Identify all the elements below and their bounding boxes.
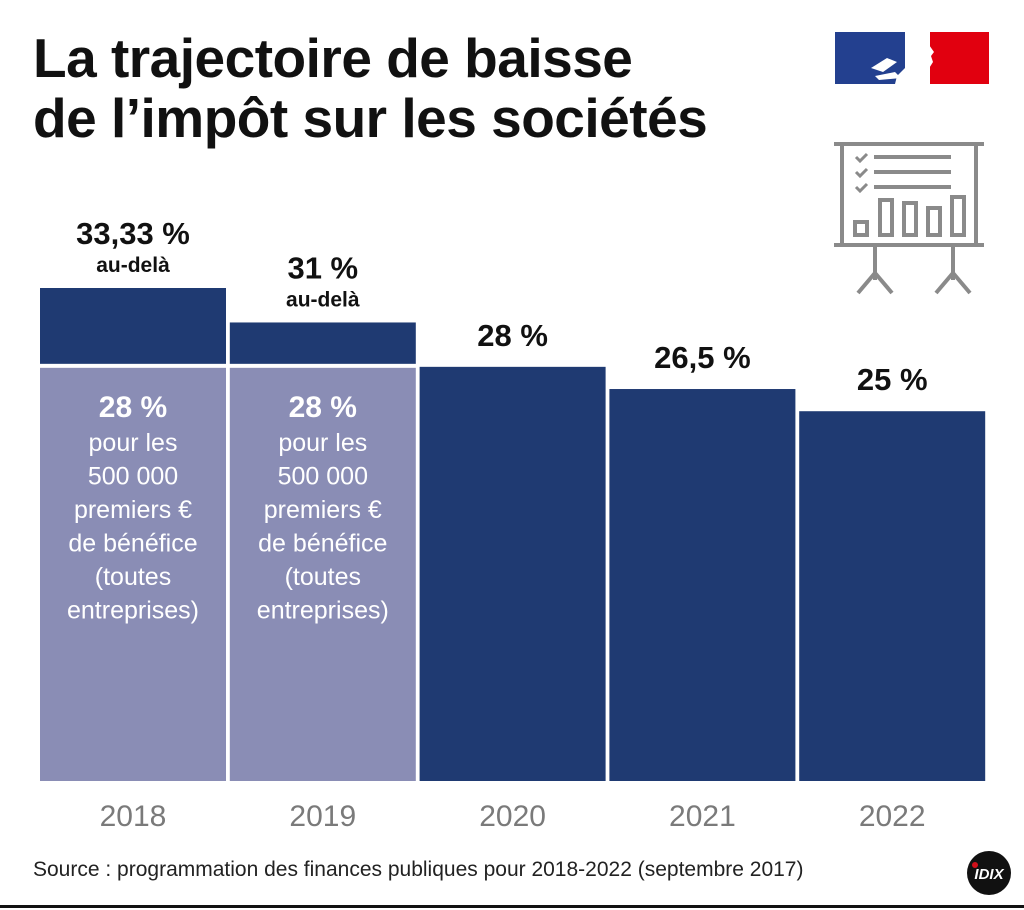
bar-upper-rate: [40, 288, 226, 364]
reduced-rate-note: (toutes: [285, 563, 361, 591]
rate-label: 33,33 %: [76, 216, 190, 251]
reduced-rate-note: (toutes: [95, 563, 171, 591]
reduced-rate-note: entreprises): [257, 596, 389, 624]
source-note: Source : programmation des finances publ…: [33, 858, 804, 881]
bar-rate: [799, 411, 986, 781]
bar-rate: [609, 389, 796, 781]
reduced-rate-note: premiers €: [264, 496, 382, 524]
rate-note: au-delà: [96, 254, 170, 277]
rate-label: 25 %: [857, 362, 928, 397]
year-tick-label: 2018: [100, 800, 167, 833]
year-tick-label: 2019: [289, 800, 356, 833]
reduced-rate-note: entreprises): [67, 596, 199, 624]
reduced-rate-note: 500 000: [278, 462, 368, 490]
reduced-rate-note: premiers €: [74, 496, 192, 524]
svg-text:IDIX: IDIX: [974, 866, 1004, 883]
year-tick-label: 2020: [479, 800, 546, 833]
idix-logo: IDIX: [967, 851, 1011, 895]
bar-reduced-rate: [40, 367, 226, 781]
reduced-rate-note: pour les: [89, 429, 178, 457]
title-line-1: La trajectoire de baisse: [33, 27, 633, 89]
reduced-rate-note: pour les: [278, 429, 367, 457]
reduced-rate-note: de bénéfice: [68, 529, 197, 557]
reduced-rate-label: 28 %: [289, 391, 357, 424]
presentation-board-icon: [834, 142, 984, 295]
rate-note: au-delà: [286, 288, 360, 311]
rate-label: 31 %: [287, 250, 358, 285]
bar-reduced-rate: [229, 367, 416, 781]
bar-chart: 33,33 % au-delà 28 % pour les 500 000 premier…: [40, 216, 986, 833]
reduced-rate-label: 28 %: [99, 391, 167, 424]
chart-title: La trajectoire de baisse de l’impôt sur …: [33, 27, 708, 149]
bar-upper-rate: [229, 322, 416, 364]
bar-rate: [419, 366, 606, 781]
rate-label: 28 %: [477, 318, 548, 353]
year-tick-label: 2021: [669, 800, 736, 833]
bottom-rule: [0, 905, 1024, 908]
marianne-logo: [835, 32, 989, 84]
reduced-rate-note: 500 000: [88, 462, 178, 490]
title-line-2: de l’impôt sur les sociétés: [33, 87, 708, 149]
rate-label: 26,5 %: [654, 340, 751, 375]
year-tick-label: 2022: [859, 800, 926, 833]
reduced-rate-note: de bénéfice: [258, 529, 387, 557]
